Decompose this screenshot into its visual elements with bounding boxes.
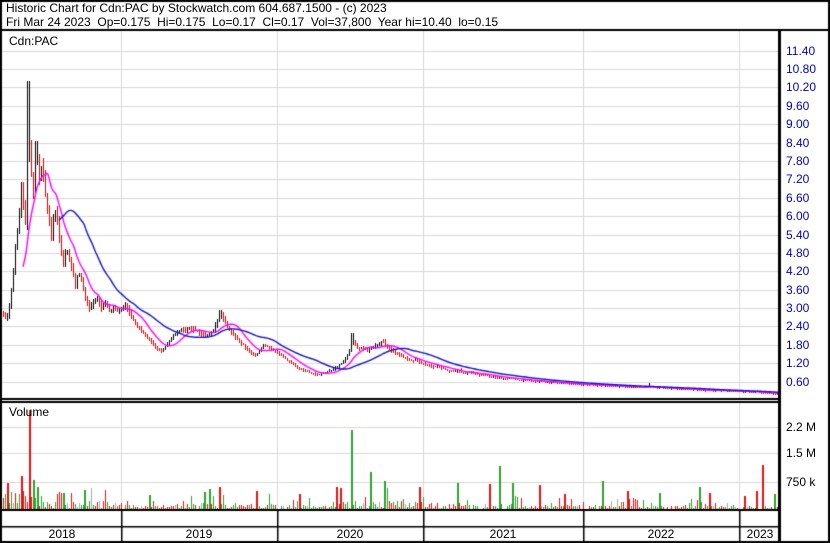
price-tick-4.20: 4.20	[786, 264, 810, 278]
volume-tick-1.5 M: 1.5 M	[786, 446, 817, 460]
price-tick-10.80: 10.80	[786, 62, 817, 76]
symbol-label: Cdn:PAC	[9, 34, 59, 48]
volume-tick-2.2 M: 2.2 M	[786, 420, 817, 434]
price-tick-5.40: 5.40	[786, 228, 810, 242]
price-tick-3.00: 3.00	[786, 301, 810, 315]
price-tick-8.40: 8.40	[786, 136, 810, 150]
price-tick-7.80: 7.80	[786, 154, 810, 168]
price-tick-11.40: 11.40	[786, 44, 816, 58]
year-label-2020: 2020	[336, 527, 364, 541]
price-tick-9.00: 9.00	[786, 117, 810, 131]
volume-panel-label: Volume	[9, 405, 50, 419]
chart-title: Historic Chart for Cdn:PAC by Stockwatch…	[6, 1, 387, 15]
year-label-2023: 2023	[746, 527, 774, 541]
price-tick-3.60: 3.60	[786, 283, 810, 297]
year-label-2019: 2019	[185, 527, 213, 541]
year-label-2022: 2022	[647, 527, 675, 541]
price-tick-6.60: 6.60	[786, 191, 810, 205]
price-tick-1.20: 1.20	[786, 356, 810, 370]
price-tick-6.00: 6.00	[786, 209, 810, 223]
quote-summary-line: Fri Mar 24 2023 Op=0.175 Hi=0.175 Lo=0.1…	[6, 15, 499, 29]
price-tick-2.40: 2.40	[786, 319, 810, 333]
price-tick-10.20: 10.20	[786, 80, 817, 94]
year-label-2021: 2021	[489, 527, 517, 541]
price-tick-9.60: 9.60	[786, 99, 810, 113]
price-tick-0.60: 0.60	[786, 375, 810, 389]
volume-tick-750 k: 750 k	[786, 475, 816, 489]
price-tick-4.80: 4.80	[786, 246, 810, 260]
price-tick-1.80: 1.80	[786, 338, 810, 352]
year-label-2018: 2018	[48, 527, 76, 541]
price-tick-7.20: 7.20	[786, 172, 810, 186]
